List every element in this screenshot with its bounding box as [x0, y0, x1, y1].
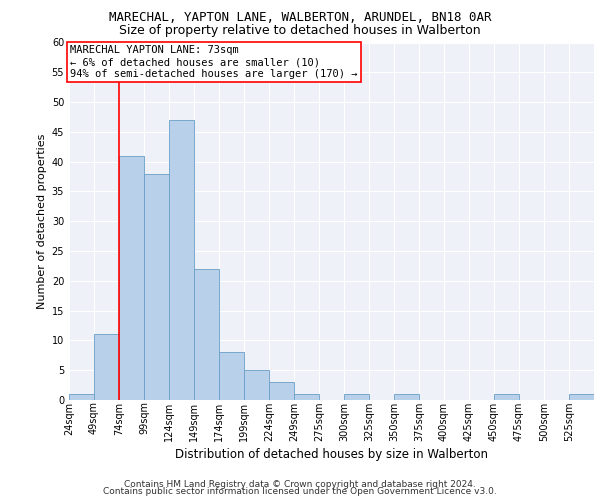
Bar	[144, 174, 169, 400]
Bar	[269, 382, 294, 400]
Bar	[294, 394, 319, 400]
Text: MARECHAL, YAPTON LANE, WALBERTON, ARUNDEL, BN18 0AR: MARECHAL, YAPTON LANE, WALBERTON, ARUNDE…	[109, 11, 491, 24]
Text: MARECHAL YAPTON LANE: 73sqm
← 6% of detached houses are smaller (10)
94% of semi: MARECHAL YAPTON LANE: 73sqm ← 6% of deta…	[70, 46, 358, 78]
Bar	[119, 156, 144, 400]
Bar	[494, 394, 519, 400]
Bar	[244, 370, 269, 400]
Text: Size of property relative to detached houses in Walberton: Size of property relative to detached ho…	[119, 24, 481, 37]
Bar	[219, 352, 244, 400]
Bar	[94, 334, 119, 400]
Bar	[169, 120, 194, 400]
Bar	[569, 394, 594, 400]
Text: Contains HM Land Registry data © Crown copyright and database right 2024.: Contains HM Land Registry data © Crown c…	[124, 480, 476, 489]
Bar	[394, 394, 419, 400]
Bar	[194, 269, 219, 400]
Bar	[69, 394, 94, 400]
Bar	[344, 394, 369, 400]
Text: Contains public sector information licensed under the Open Government Licence v3: Contains public sector information licen…	[103, 487, 497, 496]
Y-axis label: Number of detached properties: Number of detached properties	[37, 134, 47, 309]
X-axis label: Distribution of detached houses by size in Walberton: Distribution of detached houses by size …	[175, 448, 488, 461]
